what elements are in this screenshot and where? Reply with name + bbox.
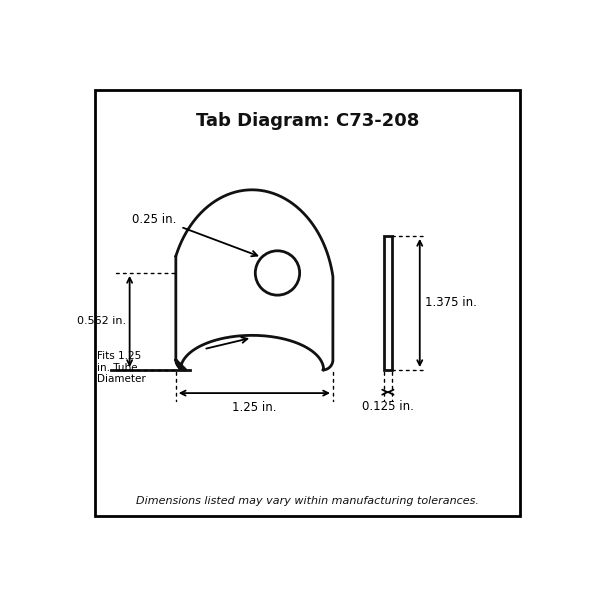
Text: 0.25 in.: 0.25 in.	[132, 214, 176, 226]
Text: 1.25 in.: 1.25 in.	[232, 401, 277, 415]
Bar	[384, 236, 392, 370]
Text: Dimensions listed may vary within manufacturing tolerances.: Dimensions listed may vary within manufa…	[136, 496, 479, 506]
Text: 0.562 in.: 0.562 in.	[77, 316, 126, 326]
FancyBboxPatch shape	[95, 91, 520, 515]
Text: 0.125 in.: 0.125 in.	[362, 400, 414, 413]
Text: 1.375 in.: 1.375 in.	[425, 296, 477, 310]
Text: Fits 1.25
in. Tube
Diameter: Fits 1.25 in. Tube Diameter	[97, 351, 146, 384]
Text: Tab Diagram: C73-208: Tab Diagram: C73-208	[196, 112, 419, 130]
